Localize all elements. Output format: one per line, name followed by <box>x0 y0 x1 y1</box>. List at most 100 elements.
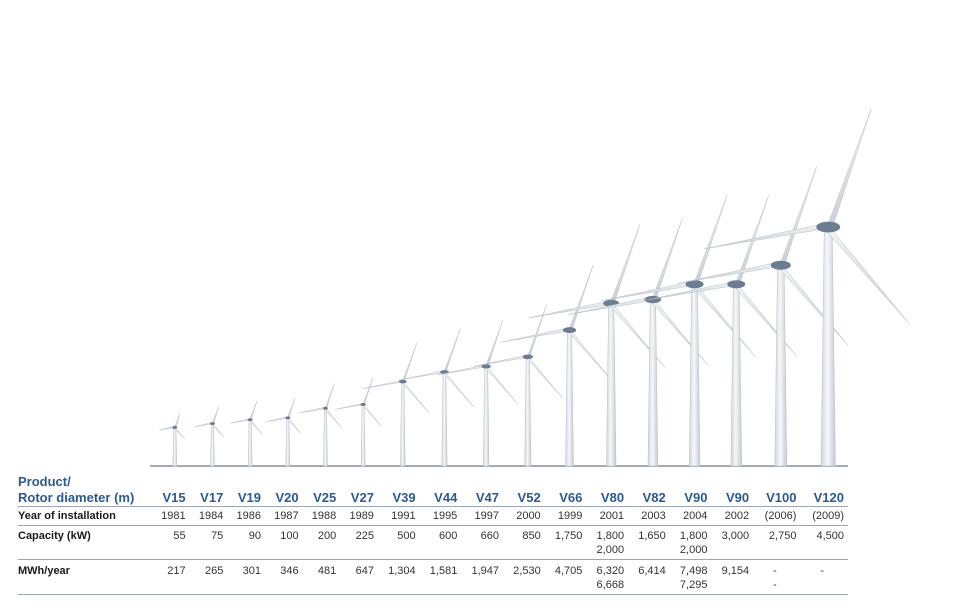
mwh-cell-line: 1,947 <box>471 565 499 577</box>
mwh-cell-line: 2,530 <box>513 565 541 577</box>
mwh-cell-line: 481 <box>317 565 337 577</box>
turbine-nacelle <box>727 280 746 289</box>
capacity-cell: 3,000 <box>711 526 753 560</box>
mwh-cell: 301 <box>227 559 265 595</box>
turbine-blade <box>650 298 709 366</box>
turbine-blade <box>779 166 817 267</box>
turbine-v17 <box>194 406 225 467</box>
model-name-text: V27 <box>350 490 374 505</box>
model-name-spacer <box>586 474 624 490</box>
turbine-blade <box>362 377 373 406</box>
model-name-text: V52 <box>517 490 541 505</box>
turbine-tower <box>524 356 532 467</box>
turbine-blade <box>402 343 417 383</box>
turbine-nacelle <box>247 418 253 422</box>
turbine-nacelle <box>481 364 491 369</box>
turbine-blade <box>174 412 181 429</box>
year-cell: 1984 <box>189 506 228 526</box>
turbine-blade <box>826 108 872 229</box>
year-cell: 2000 <box>503 506 545 526</box>
turbine-tower <box>247 419 253 467</box>
turbine-v27 <box>335 377 382 467</box>
model-name-spacer <box>800 474 844 490</box>
turbine-nacelle <box>644 295 662 304</box>
model-name-spacer <box>753 474 796 490</box>
model-name-spacer <box>503 474 541 490</box>
turbine-nacelle <box>398 379 407 384</box>
turbine-tower <box>820 226 836 467</box>
model-name-text: V80 <box>600 490 625 505</box>
year-row-label: Year of installation <box>18 506 152 526</box>
turbine-blade <box>211 406 219 425</box>
model-name-spacer <box>628 474 666 490</box>
model-name: V47 <box>461 474 503 507</box>
capacity-cell-line: 600 <box>438 530 458 542</box>
model-name: V39 <box>378 474 420 507</box>
turbine-nacelle <box>285 416 291 420</box>
turbine-blade <box>194 422 213 427</box>
model-name-text: V90 <box>725 490 750 505</box>
model-name-text: V120 <box>813 490 844 505</box>
mwh-cell-line: - <box>772 579 777 591</box>
turbine-blade <box>610 224 641 305</box>
model-name: V100 <box>753 474 800 507</box>
header-label-rotor: Rotor diameter (m) <box>18 490 135 505</box>
turbine-v20 <box>267 398 302 467</box>
capacity-cell-line: 75 <box>211 530 224 542</box>
year-cell: 1995 <box>419 506 462 526</box>
turbine-blade <box>474 354 529 367</box>
model-name-text: V100 <box>766 490 797 505</box>
turbine-blade <box>608 302 666 368</box>
turbine-tower <box>210 423 215 467</box>
turbine-v66 <box>501 264 615 467</box>
turbine-blade <box>335 403 364 410</box>
turbine-tower <box>606 303 617 467</box>
turbine-tower <box>647 299 659 467</box>
year-cell: 2002 <box>711 506 754 526</box>
model-name: V90 <box>670 474 712 507</box>
year-cell: 1986 <box>227 506 265 526</box>
mwh-cell-line: 1,304 <box>388 565 416 577</box>
capacity-cell-line: 55 <box>173 530 186 542</box>
model-name: V80 <box>586 474 628 507</box>
turbine-blade <box>324 383 335 409</box>
turbine-v25 <box>299 383 343 467</box>
mwh-cell: 1,581 <box>419 559 462 595</box>
model-name-spacer <box>190 474 224 490</box>
capacity-cell: 1,750 <box>545 526 587 560</box>
capacity-cell: 1,800 2,000 <box>670 526 712 560</box>
mwh-cell: 265 <box>189 559 228 595</box>
turbine-blade <box>361 403 382 427</box>
capacity-cell: 225 <box>340 526 378 560</box>
mwh-cell: 9,154 <box>711 559 754 595</box>
model-name-text: V15 <box>162 490 186 505</box>
model-name-spacer <box>461 474 499 490</box>
capacity-cell: 90 <box>227 526 265 560</box>
capacity-cell: 1,650 <box>628 526 670 560</box>
capacity-cell: 500 <box>378 526 420 560</box>
turbine-blade <box>484 365 519 405</box>
model-name: V15 <box>152 474 190 507</box>
year-cell: 1988 <box>302 506 341 526</box>
year-cell: 1999 <box>544 506 587 526</box>
turbine-blade <box>677 261 782 284</box>
turbine-blade <box>501 327 570 343</box>
turbine-v19 <box>230 400 264 467</box>
model-name-text: V19 <box>237 490 261 505</box>
turbine-blade <box>267 416 289 422</box>
mwh-cell: 2,530 <box>503 559 545 595</box>
mwh-cell: -- <box>753 559 801 595</box>
turbine-blade <box>568 264 594 332</box>
capacity-cell-line: 660 <box>480 530 499 542</box>
model-name: V82 <box>628 474 670 507</box>
capacity-cell: 200 <box>303 526 341 560</box>
mwh-cell-line: 301 <box>242 565 261 577</box>
turbine-blade <box>824 225 910 324</box>
model-name-spacer <box>152 474 186 490</box>
turbine-illustration <box>150 108 910 467</box>
year-cell: 1989 <box>340 506 378 526</box>
mwh-cell-line: 6,414 <box>638 565 666 577</box>
capacity-cell-line: 3,000 <box>721 530 750 542</box>
mwh-cell: 4,705 <box>544 559 587 595</box>
mwh-cell-line: 217 <box>167 565 186 577</box>
